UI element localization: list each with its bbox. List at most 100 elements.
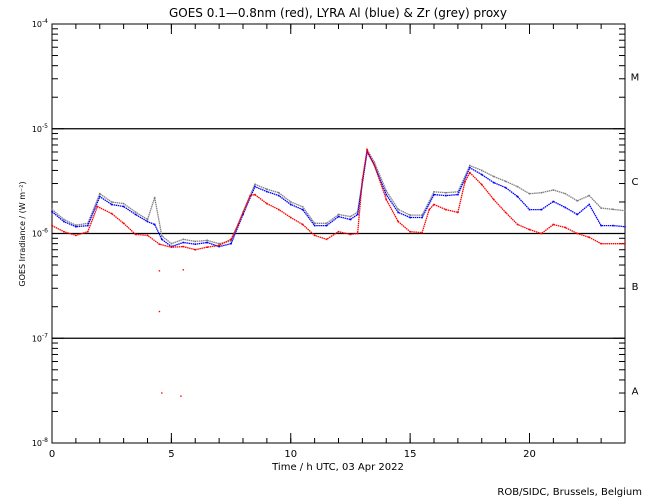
data-point <box>480 183 483 186</box>
data-point <box>588 194 590 197</box>
data-point <box>51 210 53 213</box>
data-point <box>337 213 340 216</box>
data-point <box>457 191 459 193</box>
y-tick-label: 10-7 <box>32 332 48 343</box>
data-point <box>182 238 185 241</box>
data-point <box>564 226 567 229</box>
data-point <box>278 194 280 197</box>
data-point <box>110 203 113 206</box>
data-point <box>266 202 268 205</box>
data-point <box>540 232 543 235</box>
data-point <box>278 208 280 211</box>
data-point <box>110 201 113 203</box>
data-point <box>110 212 113 215</box>
data-point <box>206 241 208 244</box>
data-point <box>421 214 423 216</box>
data-point <box>445 191 447 194</box>
data-point <box>588 203 590 206</box>
data-point <box>161 238 163 241</box>
data-point <box>504 180 507 183</box>
chart-title: GOES 0.1—0.8nm (red), LYRA Al (blue) & Z… <box>169 6 507 20</box>
data-point <box>75 225 77 228</box>
data-point <box>75 224 77 227</box>
data-point <box>266 188 268 190</box>
x-tick-label: 5 <box>168 449 174 460</box>
data-point <box>249 194 251 197</box>
data-point <box>600 242 602 245</box>
data-point <box>552 200 555 203</box>
data-point <box>528 208 531 211</box>
data-point <box>337 215 340 218</box>
data-point <box>457 193 459 196</box>
data-point <box>218 245 220 248</box>
data-point <box>361 178 364 181</box>
x-tick-label: 10 <box>284 449 297 460</box>
data-point <box>349 233 352 236</box>
data-point <box>134 213 137 216</box>
data-point <box>600 224 602 227</box>
data-point <box>63 230 65 233</box>
data-point <box>397 211 399 214</box>
data-point <box>349 215 352 218</box>
data-point <box>504 186 507 189</box>
data-point <box>480 173 483 176</box>
outlier-point <box>158 310 161 313</box>
data-point <box>153 223 156 226</box>
data-point <box>624 209 626 212</box>
data-point <box>576 232 579 235</box>
data-point <box>428 208 431 211</box>
data-point <box>218 242 220 245</box>
data-point <box>313 222 316 225</box>
data-point <box>576 213 579 216</box>
data-point <box>540 191 543 194</box>
data-point <box>289 216 292 219</box>
data-point <box>528 228 531 231</box>
data-point <box>122 202 125 205</box>
data-point <box>194 243 197 246</box>
data-point <box>301 208 304 211</box>
data-point <box>588 236 590 239</box>
data-point <box>122 222 125 225</box>
data-point <box>254 183 256 186</box>
data-point <box>576 200 579 202</box>
data-point <box>51 224 53 227</box>
data-point <box>373 161 376 163</box>
data-point <box>480 169 483 172</box>
outlier-point <box>158 270 161 272</box>
data-point <box>356 232 359 235</box>
data-point <box>349 218 352 221</box>
data-point <box>421 216 423 219</box>
y-tick-label: 10-5 <box>32 123 48 134</box>
data-point <box>75 234 77 237</box>
data-point <box>464 180 466 183</box>
data-point <box>409 214 411 216</box>
data-point <box>146 218 149 221</box>
data-point <box>98 195 101 198</box>
data-point <box>182 241 185 244</box>
data-point <box>564 192 567 195</box>
data-point <box>516 195 519 198</box>
outlier-point <box>180 395 182 397</box>
data-point <box>445 194 447 197</box>
data-point <box>624 225 626 228</box>
flare-class-label: A <box>632 387 639 398</box>
data-point <box>469 164 471 167</box>
data-point <box>433 193 435 196</box>
outlier-point <box>182 269 185 271</box>
data-point <box>433 191 435 193</box>
data-point <box>230 240 232 242</box>
data-point <box>504 211 507 214</box>
series-line-goes-0-1-0-8nm <box>51 147 625 251</box>
data-point <box>194 248 197 251</box>
data-point <box>134 233 137 236</box>
data-point <box>194 240 197 243</box>
data-point <box>170 246 173 248</box>
data-point <box>325 238 328 241</box>
data-point <box>445 208 447 211</box>
data-point <box>457 211 459 214</box>
data-point <box>237 223 240 226</box>
data-point <box>492 198 495 201</box>
data-point <box>206 246 208 248</box>
data-point <box>161 235 163 237</box>
